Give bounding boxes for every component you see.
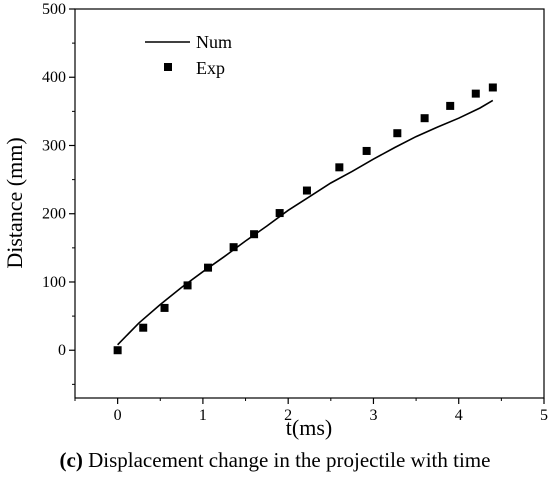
data-point-exp [275,209,284,218]
legend-label-exp: Exp [196,58,225,78]
plot-frame [74,8,545,399]
y-tick-label: 500 [42,1,66,18]
series-layer [113,83,497,355]
data-point-exp [393,129,402,138]
data-point-exp [204,263,213,272]
data-point-exp [420,114,429,123]
data-point-exp [229,243,238,252]
caption-label: (c) [59,448,83,472]
y-tick-label: 400 [42,69,66,86]
x-tick-label: 2 [284,407,292,424]
series-line-num [117,99,494,346]
data-point-exp [160,303,169,312]
y-tick-label: 0 [58,342,66,359]
y-tick-label: 300 [42,137,66,154]
x-axis-title: t(ms) [286,415,332,440]
legend-square-swatch [164,63,172,71]
data-point-exp [488,83,497,92]
data-point-exp [335,163,344,172]
data-point-exp [302,186,311,195]
x-tick-label: 3 [369,407,377,424]
x-tick-label: 5 [540,407,548,424]
data-point-exp [183,281,192,290]
caption-text: Displacement change in the projectile wi… [82,448,491,472]
legend-label-num: Num [196,32,232,52]
figure-caption: (c) Displacement change in the projectil… [0,448,550,473]
y-axis-title: Distance (mm) [2,137,27,268]
legend: Num Exp [145,32,232,78]
x-tick-label: 0 [114,407,122,424]
y-axis-ticks: 0 100 200 300 400 500 [42,1,75,385]
data-point-exp [362,146,371,155]
y-tick-label: 100 [42,274,66,291]
y-tick-label: 200 [42,206,66,223]
data-point-exp [446,101,455,110]
data-point-exp [139,323,148,332]
x-axis-ticks: 0 1 2 3 4 5 [74,398,548,424]
data-point-exp [250,230,259,239]
x-tick-label: 4 [455,407,463,424]
x-tick-label: 1 [199,407,207,424]
data-point-exp [113,346,122,355]
chart: 0 100 200 300 400 500 0 1 2 3 4 5 Distance (mm) t(… [2,1,548,440]
data-point-exp [471,89,480,98]
